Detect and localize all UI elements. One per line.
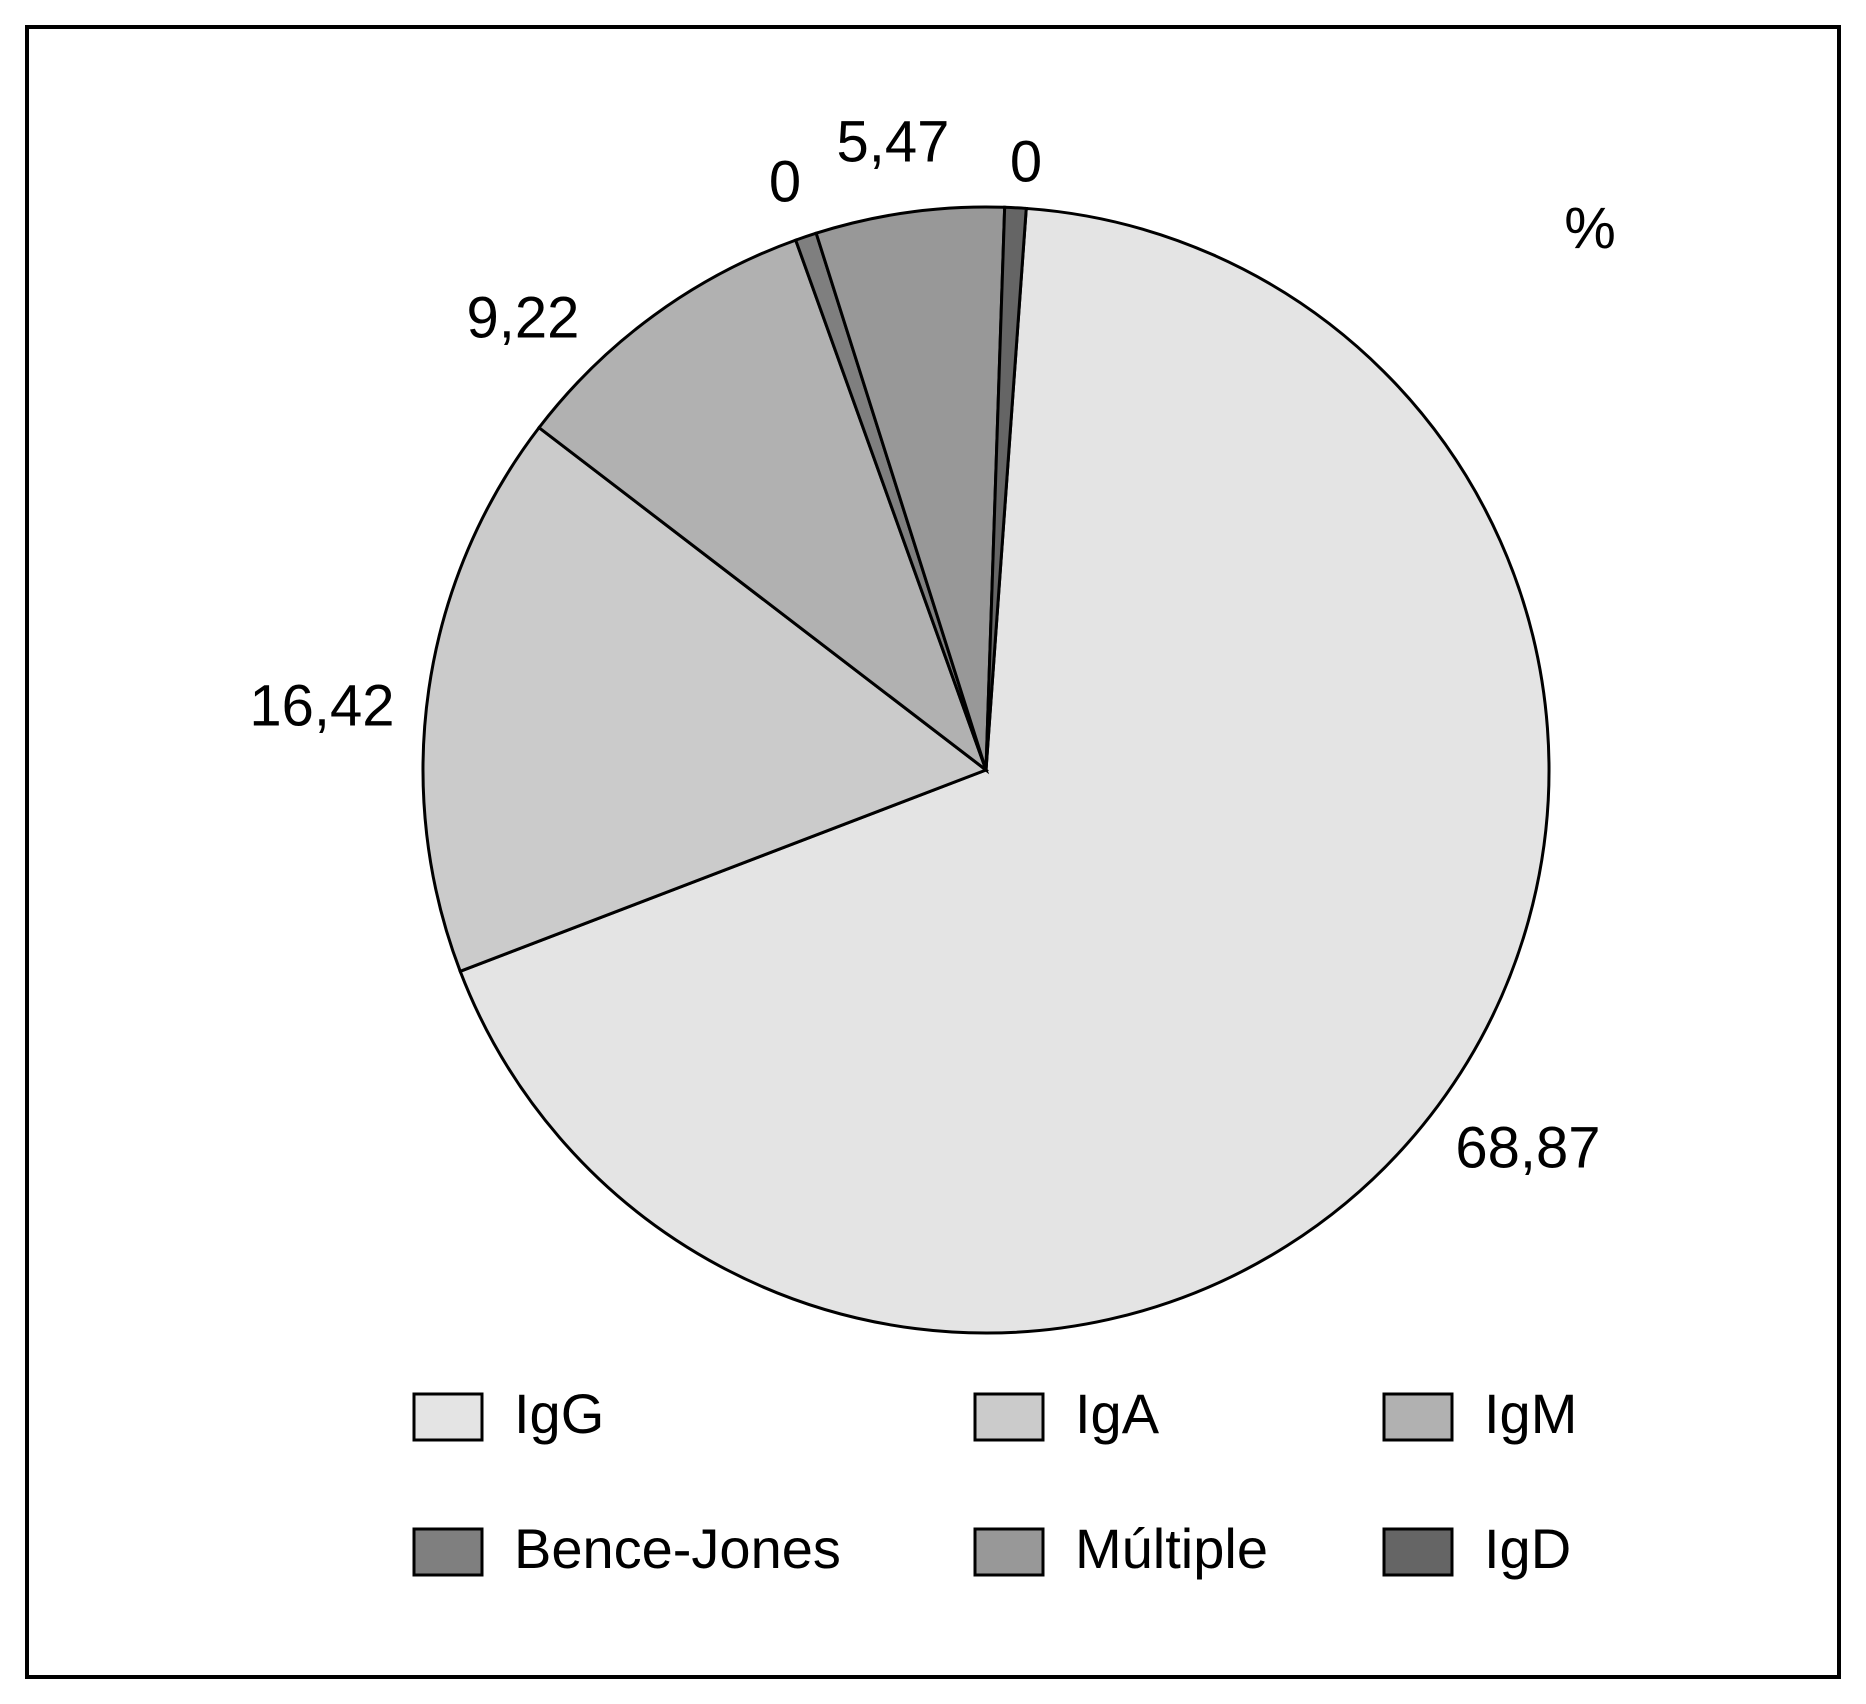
legend-swatch-igm [1382, 1392, 1454, 1442]
pie-slice-multiple [814, 205, 1007, 771]
legend-label-bence-jones: Bence-Jones [514, 1517, 841, 1580]
legend-swatch-multiple [973, 1527, 1045, 1577]
legend-label-igd: IgD [1484, 1517, 1571, 1580]
unit-label: % [1564, 196, 1616, 261]
legend-item-igd: IgD [1382, 1517, 1571, 1580]
legend-item-bence-jones: Bence-Jones [412, 1517, 841, 1580]
pie-slice-igd [984, 205, 1028, 771]
legend-swatch-igd [1382, 1527, 1454, 1577]
legend-item-igg: IgG [412, 1382, 604, 1445]
legend-label-igg: IgG [514, 1382, 604, 1445]
data-label-multiple: 5,47 [837, 109, 950, 174]
legend-swatch-bence-jones [412, 1527, 484, 1577]
data-label-iga: 16,42 [249, 673, 394, 738]
legend-item-igm: IgM [1382, 1382, 1577, 1445]
data-label-igd: 0 [1010, 129, 1042, 194]
pie-slice-igm [536, 238, 990, 775]
data-label-bence-jones: 0 [769, 149, 801, 214]
legend-swatch-iga [973, 1392, 1045, 1442]
legend: IgG IgA IgM Bence-Jones Múltiple IgD [412, 1382, 1577, 1580]
legend-item-iga: IgA [973, 1382, 1160, 1445]
legend-label-multiple: Múltiple [1075, 1517, 1268, 1580]
legend-swatch-igg [412, 1392, 484, 1442]
pie-data-labels: 68,87 16,42 9,22 0 5,47 0 [249, 109, 1600, 1180]
data-label-igg: 68,87 [1455, 1115, 1600, 1180]
data-label-igm: 9,22 [467, 285, 580, 350]
legend-item-multiple: Múltiple [973, 1517, 1268, 1580]
legend-label-iga: IgA [1075, 1382, 1160, 1445]
pie-slice-iga [421, 425, 990, 974]
pie-slices [421, 205, 1551, 1335]
legend-label-igm: IgM [1484, 1382, 1577, 1445]
pie-slice-igg [458, 206, 1551, 1335]
